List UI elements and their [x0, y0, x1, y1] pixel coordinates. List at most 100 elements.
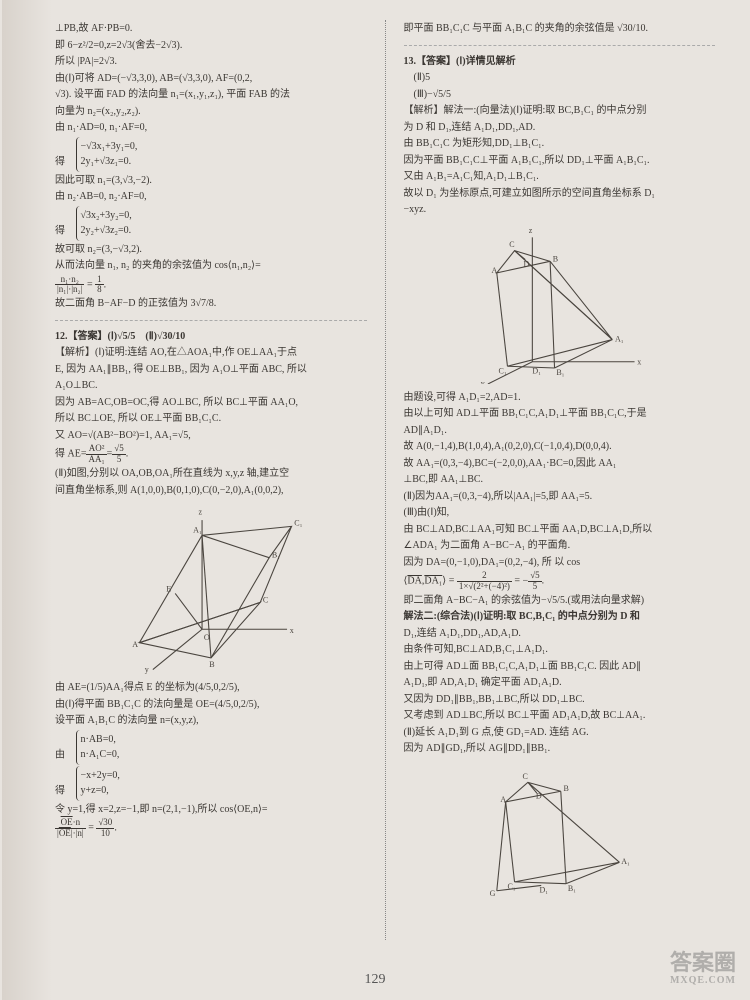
svg-text:B₁: B₁	[568, 884, 576, 893]
watermark-logo: 答案圈	[670, 951, 736, 975]
dashed-separator	[404, 45, 716, 46]
svg-text:D₁: D₁	[533, 366, 542, 375]
text: 由 n₁·AD=0, n₁·AF=0,	[55, 120, 367, 136]
text: 所以 |PA|=2√3.	[55, 54, 367, 70]
svg-text:A: A	[132, 640, 138, 649]
svg-text:A₁: A₁	[193, 526, 202, 535]
text: 所以 BC⊥OE, 所以 OE⊥平面 BB₁C₁C.	[55, 411, 367, 427]
text: D₁,连结 A₁D₁,DD₁,AD,A₁D.	[404, 626, 716, 642]
svg-text:D: D	[524, 259, 530, 268]
text: E, 因为 AA₁∥BB₁, 得 OE⊥BB₁, 因为 A₁O⊥平面 ABC, …	[55, 362, 367, 378]
q12-answer: 12.【答案】(Ⅰ)√5/5 (Ⅱ)√30/10	[55, 329, 367, 345]
text: 由(Ⅰ)得平面 BB₁C₁C 的法向量是 OE=(4/5,0,2/5),	[55, 697, 367, 713]
text: 由(Ⅰ)可将 AD=(−√3,3,0), AB=(√3,3,0), AF=(0,…	[55, 71, 367, 87]
text: 【解析】解法一:(向量法)(Ⅰ)证明:取 BC,B₁C₁ 的中点分别	[404, 103, 716, 119]
text: 因为 AD∥GD₁,所以 AG∥DD₁∥BB₁.	[404, 741, 716, 757]
text: −xyz.	[404, 202, 716, 218]
svg-text:C: C	[523, 772, 528, 781]
text: 即 6−z²/2=0,z=2√3(舍去−2√3).	[55, 38, 367, 54]
svg-text:A₁: A₁	[621, 857, 630, 866]
text: 向量为 n₂=(x₂,y₂,z₂).	[55, 104, 367, 120]
equation-system: 得 √3x₂+3y₂=0,2y₂+√3z₂=0.	[55, 206, 367, 241]
watermark-url: MXQE.COM	[670, 975, 736, 986]
text: 故 AA₁=(0,3,−4),BC=(−2,0,0),AA₁·BC=0,因此 A…	[404, 456, 716, 472]
eq: 2y₂+√3z₂=0.	[81, 225, 132, 236]
svg-text:B₁: B₁	[557, 368, 565, 377]
right-column: 即平面 BB₁C₁C 与平面 A₁B₁C 的夹角的余弦值是 √30/10. 13…	[404, 20, 716, 960]
text: (Ⅱ)因为AA₁=(0,3,−4),所以|AA₁|=5,即 AA₁=5.	[404, 489, 716, 505]
text: (Ⅱ)如图,分别以 OA,OB,OA₁所在直线为 x,y,z 轴,建立空	[55, 466, 367, 482]
text: 因此可取 n₁=(3,√3,−2).	[55, 173, 367, 189]
text: 设平面 A₁B₁C 的法向量 n=(x,y,z),	[55, 713, 367, 729]
svg-text:G: G	[490, 889, 496, 898]
dashed-separator	[55, 320, 367, 321]
svg-text:A: A	[501, 795, 507, 804]
svg-text:x: x	[637, 357, 641, 366]
svg-text:D₁: D₁	[540, 885, 549, 894]
text: (Ⅲ)−√5/5	[404, 87, 716, 103]
text: (Ⅱ)延长 A₁D₁到 G 点,使 GD₁=AD. 连结 AG.	[404, 725, 716, 741]
svg-text:B₁: B₁	[272, 551, 280, 560]
q13-answer: 13.【答案】(Ⅰ)详情见解析	[404, 54, 716, 70]
fraction-line: OE·n|OE|·|n| = √3010.	[55, 818, 367, 839]
text: 由 BC⊥AD,BC⊥AA₁可知 BC⊥平面 AA₁D,BC⊥A₁D,所以	[404, 522, 716, 538]
text: 故 A(0,−1,4),B(1,0,4),A₁(0,2,0),C(−1,0,4)…	[404, 439, 716, 455]
text: ⊥PB,故 AF·PB=0.	[55, 21, 367, 37]
text: 解法二:(综合法)(Ⅰ)证明:取 BC,B₁C₁ 的中点分别为 D 和	[404, 609, 716, 625]
svg-text:C₁: C₁	[294, 519, 302, 528]
fraction-line: n₁·n₂|n₁|·|n₂| = 18.	[55, 275, 367, 296]
text: 即平面 BB₁C₁C 与平面 A₁B₁C 的夹角的余弦值是 √30/10.	[404, 21, 716, 37]
text: 故以 D₁ 为坐标原点,可建立如图所示的空间直角坐标系 D₁	[404, 186, 716, 202]
svg-text:A₁: A₁	[615, 334, 624, 343]
text: 因为 AB=AC,OB=OC,得 AO⊥BC, 所以 BC⊥平面 AA₁O,	[55, 395, 367, 411]
figure-q12: x z y A B C O A₁ B₁ C₁ E	[111, 504, 311, 674]
text: 由题设,可得 A₁D₁=2,AD=1.	[404, 390, 716, 406]
eq: n·AB=0,	[81, 734, 116, 745]
text: 得 AE=AO²AA₁=√55.	[55, 444, 367, 465]
eq: 2y₁+√3z₁=0.	[81, 156, 132, 167]
svg-text:z: z	[198, 508, 202, 517]
svg-text:B: B	[209, 660, 214, 669]
equation-system: 由 n·AB=0,n·A₁C=0,	[55, 730, 367, 765]
text: 又考虑到 AD⊥BC,所以 BC⊥平面 AD₁A₁D,故 BC⊥AA₁.	[404, 708, 716, 724]
text: 由以上可知 AD⊥平面 BB₁C₁C,A₁D₁⊥平面 BB₁C₁C,于是	[404, 406, 716, 422]
equation-system: 得 −x+2y=0,y+z=0,	[55, 766, 367, 801]
page-number: 129	[0, 972, 750, 988]
watermark: 答案圈 MXQE.COM	[670, 951, 736, 986]
page-content: ⊥PB,故 AF·PB=0. 即 6−z²/2=0,z=2√3(舍去−2√3).…	[55, 20, 715, 960]
text: 由 AE=(1/5)AA₁得点 E 的坐标为(4/5,0,2/5),	[55, 680, 367, 696]
text: (Ⅱ)5	[404, 70, 716, 86]
text: 故二面角 B−AF−D 的正弦值为 3√7/8.	[55, 296, 367, 312]
svg-text:C: C	[263, 595, 268, 604]
text: 由条件可知,BC⊥AD,B₁C₁⊥A₁D₁.	[404, 642, 716, 658]
text: 又因为 DD₁∥BB₁,BB₁⊥BC,所以 DD₁⊥BC.	[404, 692, 716, 708]
text: 由 n₂·AB=0, n₂·AF=0,	[55, 189, 367, 205]
text: ∠ADA₁ 为二面角 A−BC−A₁ 的平面角.	[404, 538, 716, 554]
text: 为 D 和 D₁,连结 A₁D₁,DD₁,AD.	[404, 120, 716, 136]
eq: −x+2y=0,	[81, 770, 120, 781]
text: 即二面角 A−BC−A₁ 的余弦值为−√5/5.(或用法向量求解)	[404, 593, 716, 609]
svg-text:y: y	[481, 378, 485, 383]
text: 由上可得 AD⊥面 BB₁C₁C,A₁D₁⊥面 BB₁C₁C. 因此 AD∥	[404, 659, 716, 675]
svg-text:y: y	[145, 665, 149, 674]
equation-system: 得 −√3x₁+3y₁=0,2y₁+√3z₁=0.	[55, 137, 367, 172]
column-divider	[385, 20, 386, 940]
text: 间直角坐标系,则 A(1,0,0),B(0,1,0),C(0,−2,0),A₁(…	[55, 483, 367, 499]
text: 因为 DA=(0,−1,0),DA₁=(0,2,−4), 所 以 cos	[404, 555, 716, 571]
text: 因为平面 BB₁C₁C⊥平面 A₁B₁C₁,所以 DD₁⊥平面 A₁B₁C₁.	[404, 153, 716, 169]
svg-text:B: B	[553, 254, 558, 263]
svg-text:E: E	[166, 585, 171, 594]
eq: √3x₂+3y₂=0,	[81, 210, 132, 221]
eq: −√3x₁+3y₁=0,	[81, 141, 138, 152]
eq: y+z=0,	[81, 785, 109, 796]
svg-text:C₁: C₁	[499, 366, 507, 375]
figure-q13b: A B C D A₁ B₁ C₁ D₁ G	[479, 763, 639, 903]
svg-text:x: x	[289, 626, 293, 635]
text: 从而法向量 n₁, n₂ 的夹角的余弦值为 cos⟨n₁,n₂⟩=	[55, 258, 367, 274]
text: (Ⅲ)由(Ⅰ)知,	[404, 505, 716, 521]
text: √3). 设平面 FAD 的法向量 n₁=(x₁,y₁,z₁), 平面 FAB …	[55, 87, 367, 103]
svg-text:z: z	[529, 225, 533, 234]
eq: n·A₁C=0,	[81, 749, 120, 760]
svg-text:C₁: C₁	[508, 882, 516, 891]
text: 故可取 n₂=(3,−√3,2).	[55, 242, 367, 258]
